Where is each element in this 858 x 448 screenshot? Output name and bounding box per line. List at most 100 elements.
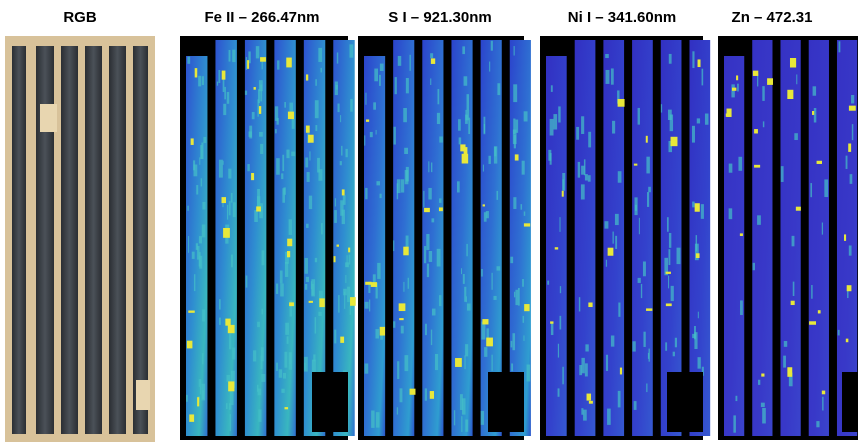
speckle xyxy=(256,46,259,58)
speckle xyxy=(846,156,848,169)
hotspot xyxy=(247,60,249,69)
speckle xyxy=(227,92,229,104)
speckle xyxy=(762,408,766,424)
hotspot xyxy=(287,239,292,247)
speckle xyxy=(218,70,220,83)
speckle xyxy=(612,121,615,134)
speckle xyxy=(560,316,562,330)
speckle xyxy=(430,53,433,58)
hotspot xyxy=(791,301,795,305)
speckle xyxy=(613,232,614,244)
speckle xyxy=(226,375,230,382)
hotspot xyxy=(588,302,592,307)
speckle xyxy=(518,288,520,306)
speckle xyxy=(581,184,585,199)
speckle xyxy=(579,297,580,311)
speckle xyxy=(345,262,349,267)
hotspot xyxy=(646,308,652,311)
speckle xyxy=(484,347,487,357)
speckle xyxy=(550,153,552,165)
speckle xyxy=(318,48,322,62)
speckle xyxy=(380,64,384,71)
speckle xyxy=(761,403,765,407)
speckle xyxy=(484,117,486,135)
speckle xyxy=(618,391,621,408)
hotspot xyxy=(348,248,350,253)
hotspot xyxy=(671,137,678,146)
speckle xyxy=(585,344,588,351)
speckle xyxy=(335,198,336,206)
hotspot xyxy=(608,248,614,256)
speckle xyxy=(377,263,380,279)
speckle xyxy=(550,119,554,136)
speckle xyxy=(197,246,200,260)
speckle xyxy=(338,104,340,113)
mask xyxy=(667,372,703,432)
hotspot xyxy=(736,75,738,80)
speckle xyxy=(219,299,221,309)
speckle xyxy=(729,208,733,219)
speckle xyxy=(454,410,455,425)
speckle xyxy=(315,79,317,86)
speckle xyxy=(758,380,760,385)
hotspot xyxy=(288,112,294,119)
speckle xyxy=(199,236,202,243)
map-strip xyxy=(393,40,414,436)
hotspot xyxy=(410,389,416,395)
speckle xyxy=(669,54,672,64)
hotspot xyxy=(695,203,700,211)
speckle xyxy=(334,330,336,344)
mask xyxy=(540,36,568,54)
speckle xyxy=(639,218,640,234)
hotspot xyxy=(254,87,256,90)
speckle xyxy=(428,161,429,172)
speckle xyxy=(321,223,323,234)
speckle xyxy=(246,57,247,70)
speckle xyxy=(246,275,248,287)
speckle xyxy=(186,395,188,402)
speckle xyxy=(824,179,828,197)
hotspot xyxy=(847,285,852,291)
speckle xyxy=(312,360,316,373)
hotspot xyxy=(222,71,226,80)
speckle xyxy=(315,100,319,118)
map-strip xyxy=(451,40,472,436)
hotspot xyxy=(817,161,822,164)
speckle xyxy=(261,356,263,370)
speckle xyxy=(851,95,854,103)
speckle xyxy=(427,264,429,277)
hotspot xyxy=(753,71,758,76)
speckle xyxy=(667,217,669,232)
speckle xyxy=(669,233,671,248)
hotspot xyxy=(259,106,261,114)
speckle xyxy=(230,392,234,406)
speckle xyxy=(376,130,377,135)
speckle xyxy=(607,409,611,425)
hotspot xyxy=(260,57,266,62)
hotspot xyxy=(380,327,385,336)
speckle xyxy=(673,352,675,357)
hotspot xyxy=(754,165,760,168)
hotspot xyxy=(228,381,234,391)
speckle xyxy=(315,258,317,262)
speckle xyxy=(292,119,295,129)
speckle xyxy=(562,367,564,384)
hotspot xyxy=(846,339,849,343)
hotspot xyxy=(462,154,469,164)
speckle xyxy=(738,157,742,171)
speckle xyxy=(606,260,607,267)
speckle xyxy=(702,69,704,86)
hotspot xyxy=(309,301,313,303)
speckle xyxy=(467,303,471,310)
speckle xyxy=(261,374,265,382)
speckle xyxy=(481,269,483,277)
speckle xyxy=(551,85,553,92)
speckle xyxy=(668,249,670,265)
speckle xyxy=(523,335,524,341)
speckle xyxy=(671,286,674,301)
speckle xyxy=(675,338,677,348)
hotspot xyxy=(342,189,345,195)
speckle xyxy=(341,146,342,156)
hotspot xyxy=(366,119,369,121)
speckle xyxy=(276,118,278,125)
